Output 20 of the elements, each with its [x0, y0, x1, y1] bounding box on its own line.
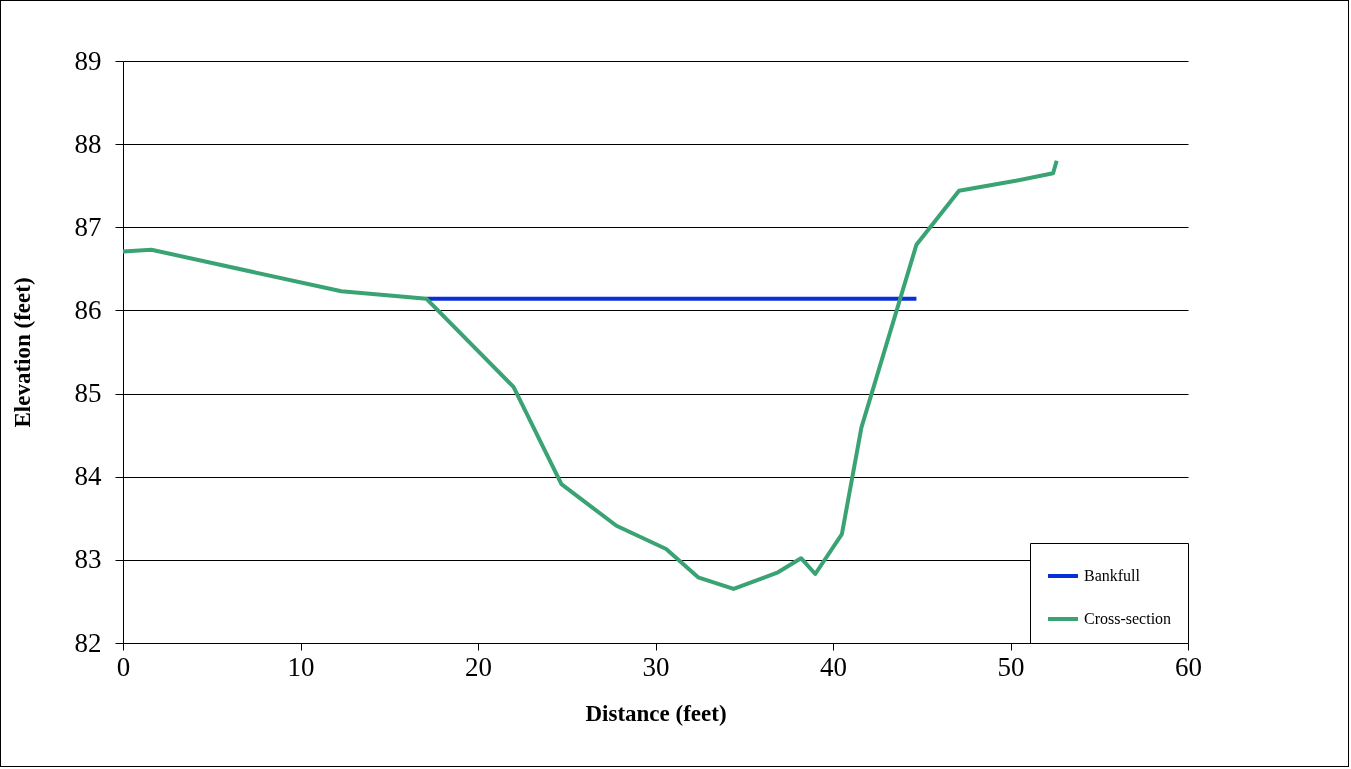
- legend-label: Bankfull: [1084, 567, 1141, 584]
- x-tick-label: 10: [287, 651, 315, 682]
- line-series: [121, 158, 1059, 591]
- y-tick-label: 83: [74, 544, 102, 575]
- y-tick-label: 88: [74, 128, 102, 159]
- y-tick-label: 86: [74, 294, 102, 325]
- x-tick-label: 0: [116, 651, 131, 682]
- x-tick-label: 30: [642, 651, 670, 682]
- x-tick-label: 50: [997, 651, 1025, 682]
- x-axis-title: Distance (feet): [585, 700, 727, 726]
- y-tick-label: 89: [74, 45, 102, 76]
- x-tick-label: 40: [820, 651, 847, 682]
- legend-label: Cross-section: [1084, 610, 1172, 627]
- y-tick-label: 85: [74, 378, 102, 409]
- y-tick-label: 82: [74, 627, 102, 658]
- y-tick-label: 84: [74, 461, 102, 492]
- y-axis-title: Elevation (feet): [9, 277, 35, 428]
- x-tick-label: 60: [1175, 651, 1202, 682]
- y-tick-label: 87: [74, 211, 102, 242]
- x-tick-label: 20: [465, 651, 492, 682]
